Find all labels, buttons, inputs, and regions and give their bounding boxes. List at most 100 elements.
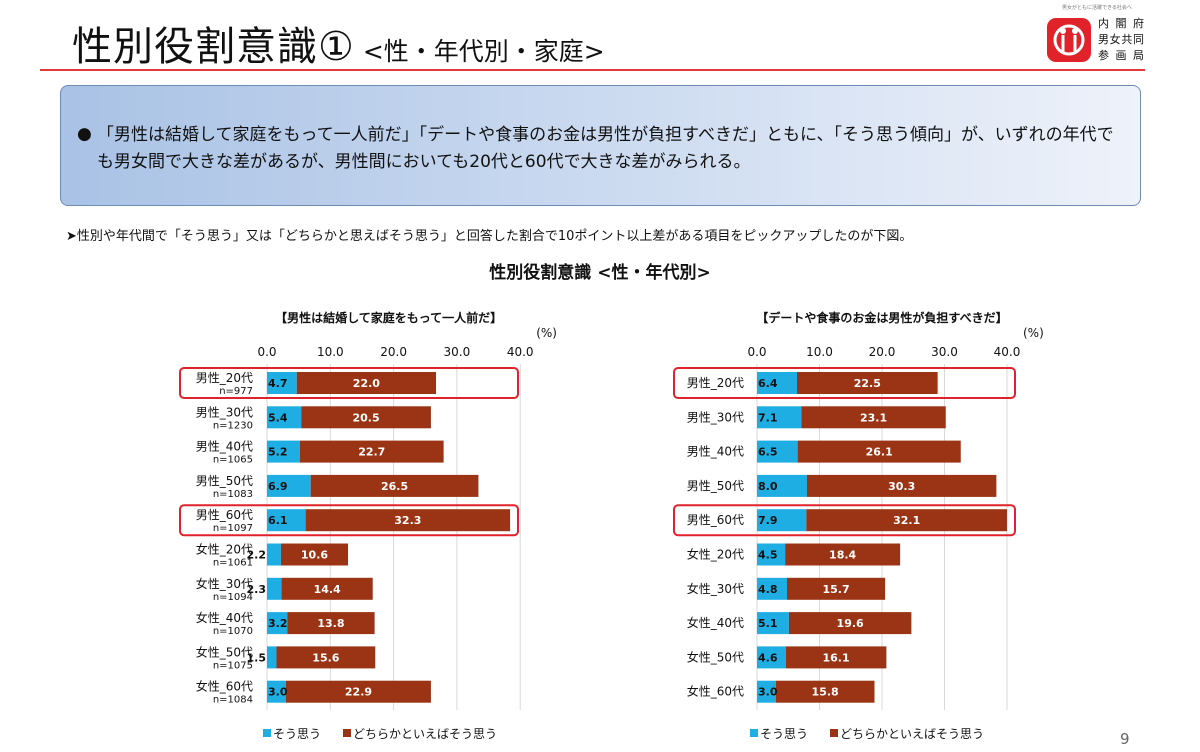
bar-agree	[757, 577, 787, 600]
bar-somewhat-agree	[280, 543, 349, 566]
summary-text: 「男性は結婚して家庭をもって一人前だ」「デートや食事のお金は男性が負担すべきだ」…	[97, 125, 1114, 172]
legend-label-agree: そう思う	[760, 727, 808, 741]
category-label: 女性_60代	[687, 684, 744, 699]
bar-somewhat-agree	[785, 543, 901, 566]
category-label: 男性_40代	[196, 440, 253, 454]
bar-agree	[757, 474, 807, 497]
title-divider	[40, 69, 1145, 71]
bar-somewhat-agree	[276, 646, 376, 669]
bar-agree	[757, 406, 802, 429]
sample-size-label: n=1230	[213, 420, 253, 431]
data-label-agree: 6.9	[268, 480, 288, 493]
bar-agree	[757, 646, 786, 669]
bar-agree	[267, 406, 302, 429]
x-tick-label: 20.0	[380, 345, 407, 359]
data-label-agree: 6.4	[758, 377, 778, 390]
data-label-agree: 3.2	[268, 617, 288, 630]
bar-somewhat-agree	[801, 406, 946, 429]
category-label: 女性_30代	[687, 581, 744, 596]
bar-somewhat-agree	[806, 509, 1007, 532]
category-label: 女性_20代	[196, 542, 253, 557]
bar-agree	[267, 543, 281, 566]
data-label-somewhat-agree: 23.1	[860, 411, 887, 424]
data-label-somewhat-agree: 15.8	[812, 686, 839, 699]
bar-agree	[267, 474, 311, 497]
legend-label-somewhat-agree: どちらかといえばそう思う	[353, 727, 497, 741]
data-label-somewhat-agree: 16.1	[822, 651, 849, 664]
data-label-agree: 2.2	[247, 549, 267, 562]
data-label-agree: 5.2	[268, 446, 288, 459]
sub-chart-title: 【デートや食事のお金は男性が負担すべきだ】	[756, 310, 1007, 325]
summary-box: ● 「男性は結婚して家庭をもって一人前だ」「デートや食事のお金は男性が負担すべき…	[60, 85, 1141, 206]
data-label-agree: 3.0	[758, 686, 778, 699]
chart-panel-date: 【デートや食事のお金は男性が負担すべきだ】 (%) 0.0 10.0 20.0 30.0 4…	[600, 300, 1160, 750]
sample-size-label: n=1065	[213, 455, 253, 466]
legend-swatch-somewhat-agree	[830, 729, 838, 737]
data-label-agree: 5.4	[268, 411, 288, 424]
axis-unit-label: (%)	[536, 326, 557, 340]
category-label: 男性_20代	[196, 371, 253, 385]
sample-size-label: n=977	[219, 386, 253, 397]
highlight-box	[179, 504, 519, 537]
data-label-somewhat-agree: 20.5	[352, 411, 379, 424]
data-label-somewhat-agree: 26.5	[381, 480, 408, 493]
bar-somewhat-agree	[797, 440, 961, 463]
data-label-somewhat-agree: 32.1	[893, 514, 920, 527]
data-label-somewhat-agree: 30.3	[888, 480, 915, 493]
bar-agree	[757, 612, 789, 635]
bar-agree	[267, 646, 277, 669]
bar-agree	[267, 509, 306, 532]
bar-somewhat-agree	[285, 680, 431, 703]
x-tick-label: 40.0	[994, 345, 1021, 359]
chart-married-svg: 【男性は結婚して家庭をもって一人前だ】 (%) 0.0 10.0 20.0 30.0 40.…	[179, 310, 557, 741]
category-label: 男性_50代	[687, 479, 744, 493]
data-label-agree: 3.0	[268, 686, 288, 699]
data-label-agree: 4.7	[268, 377, 288, 390]
chart-date-svg: 【デートや食事のお金は男性が負担すべきだ】 (%) 0.0 10.0 20.0 30.0 4…	[673, 310, 1044, 741]
bar-agree	[757, 509, 807, 532]
category-label: 女性_30代	[196, 576, 253, 591]
data-label-somewhat-agree: 19.6	[837, 617, 864, 630]
highlight-box	[673, 504, 1016, 537]
bar-somewhat-agree	[797, 372, 938, 394]
data-label-agree: 6.1	[268, 514, 288, 527]
category-label: 女性_20代	[687, 547, 744, 562]
page-title: 性別役割意識①	[72, 24, 355, 70]
data-label-agree: 2.3	[247, 583, 267, 596]
data-label-somewhat-agree: 22.5	[854, 377, 881, 390]
highlight-box	[179, 367, 519, 399]
legend-label-agree: そう思う	[273, 727, 321, 741]
bar-somewhat-agree	[305, 509, 511, 532]
sample-size-label: n=1084	[213, 695, 253, 706]
data-label-agree: 5.1	[758, 617, 778, 630]
legend-swatch-somewhat-agree	[343, 729, 351, 737]
bar-agree	[267, 612, 288, 635]
legend-swatch-agree	[750, 729, 758, 737]
bar-agree	[757, 440, 798, 463]
data-label-somewhat-agree: 22.7	[358, 446, 385, 459]
x-tick-label: 30.0	[931, 345, 958, 359]
x-tick-label: 10.0	[317, 345, 344, 359]
bar-agree	[757, 372, 797, 394]
bar-somewhat-agree	[301, 406, 431, 429]
bar-somewhat-agree	[775, 680, 875, 703]
category-label: 男性_40代	[687, 445, 744, 459]
data-label-somewhat-agree: 15.7	[822, 583, 849, 596]
bar-somewhat-agree	[281, 577, 373, 600]
bar-somewhat-agree	[287, 612, 375, 635]
data-label-agree: 4.8	[758, 583, 778, 596]
x-tick-label: 30.0	[444, 345, 471, 359]
cabinet-office-logo: 男女がともに活躍できる社会へ 内閣府 男女共同 参画局	[1040, 4, 1150, 68]
category-label: 男性_50代	[196, 474, 253, 488]
data-label-agree: 1.5	[247, 651, 267, 664]
data-label-agree: 4.5	[758, 549, 778, 562]
data-label-somewhat-agree: 13.8	[317, 617, 344, 630]
page-subtitle: <性・年代別・家庭>	[362, 37, 605, 66]
sample-size-label: n=1097	[213, 523, 253, 534]
bar-agree	[757, 543, 786, 566]
data-label-agree: 8.0	[758, 480, 778, 493]
page-title-block: 性別役割意識① <性・年代別・家庭>	[72, 14, 605, 72]
selection-note: ➤性別や年代間で「そう思う」又は「どちらかと思えばそう思う」と回答した割合で10…	[66, 229, 913, 244]
data-label-somewhat-agree: 18.4	[829, 549, 856, 562]
data-label-somewhat-agree: 26.1	[866, 446, 893, 459]
